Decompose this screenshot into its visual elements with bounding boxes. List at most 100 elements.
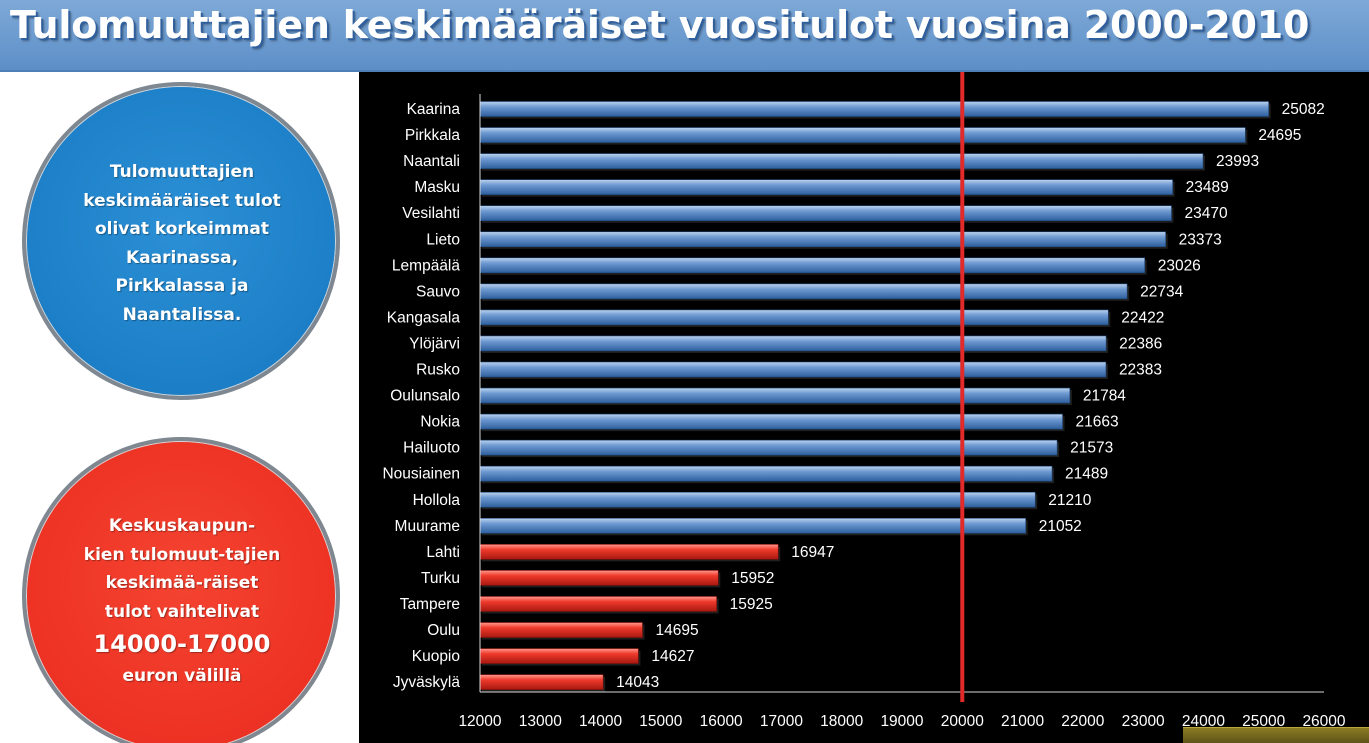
value-label: 23026: [1158, 257, 1201, 274]
x-tick-label: 20000: [941, 713, 984, 730]
value-label: 15925: [730, 596, 773, 613]
red-callout-text: Keskuskaupun- kien tulomuut-tajien keski…: [42, 512, 322, 691]
category-label: Lahti: [426, 544, 460, 561]
category-label: Hailuoto: [403, 440, 460, 457]
category-label: Turku: [421, 570, 460, 587]
value-label: 14043: [616, 674, 659, 691]
category-label: Kangasala: [387, 309, 461, 326]
value-label: 23993: [1216, 153, 1259, 170]
bar-kuopio: [479, 648, 639, 664]
category-label: Tampere: [400, 596, 460, 613]
callout-line: Keskuskaupun-: [108, 516, 256, 536]
category-label: Ylöjärvi: [409, 335, 460, 352]
bar-kaarina: [479, 101, 1269, 117]
bar-lahti: [479, 544, 779, 560]
category-label: Nokia: [420, 414, 460, 431]
value-label: 23470: [1184, 205, 1227, 222]
bar-sauvo: [479, 283, 1128, 300]
value-label: 21663: [1076, 414, 1119, 431]
value-label: 14695: [655, 622, 698, 639]
category-label: Lempäälä: [392, 257, 460, 274]
category-label: Jyväskylä: [393, 674, 461, 691]
page-title: Tulomuuttajien keskimääräiset vuositulot…: [10, 3, 1310, 47]
value-label: 22734: [1140, 283, 1183, 300]
value-label: 22422: [1121, 309, 1164, 326]
value-label: 23373: [1179, 231, 1222, 248]
value-label: 21573: [1070, 440, 1113, 457]
chart-area: Kaarina 25082 Pirkkala 24695 Naantali 23993 Ma…: [359, 72, 1369, 743]
bar-lieto: [479, 231, 1166, 248]
callout-line: keskimää-räiset: [105, 573, 259, 593]
value-label: 22383: [1119, 362, 1162, 379]
value-label: 21210: [1048, 492, 1091, 509]
category-label: Oulunsalo: [390, 388, 460, 405]
category-label: Naantali: [403, 153, 460, 170]
blue-callout-circle: [22, 82, 340, 400]
callout-line: kien tulomuut-tajien: [83, 544, 281, 565]
value-label: 25082: [1282, 101, 1325, 118]
callout-line: euron välillä: [122, 666, 242, 686]
x-tick-label: 18000: [820, 713, 863, 730]
category-label: Nousiainen: [382, 466, 460, 483]
bar-muurame: [479, 517, 1027, 534]
bar-oulu: [479, 622, 643, 638]
callout-line: Kaarinassa,: [125, 247, 239, 268]
x-tick-label: 12000: [458, 713, 501, 730]
callout-line: keskimääräiset tulot: [83, 190, 281, 211]
category-label: Oulu: [427, 622, 460, 639]
bar-nokia: [479, 413, 1063, 430]
category-label: Masku: [414, 179, 460, 196]
x-tick-label: 16000: [700, 713, 743, 730]
bar-hailuoto: [479, 439, 1058, 456]
x-tick-label: 14000: [579, 713, 622, 730]
bar-nousiainen: [479, 465, 1053, 482]
blue-callout-text: Tulomuuttajien keskimääräiset tulot oliv…: [42, 158, 322, 329]
category-label: Muurame: [395, 518, 460, 535]
bar-naantali: [479, 153, 1204, 169]
title-bar: Tulomuuttajien keskimääräiset vuositulot…: [0, 0, 1369, 72]
value-label: 22386: [1119, 335, 1162, 352]
value-label: 24695: [1258, 127, 1301, 144]
bar-masku: [479, 179, 1173, 195]
category-label: Lieto: [426, 231, 460, 248]
value-label: 14627: [651, 648, 694, 665]
bar-rusko: [479, 361, 1107, 378]
bar-pirkkala: [479, 127, 1246, 143]
x-tick-label: 22000: [1061, 713, 1104, 730]
bar-vesilahti: [479, 205, 1172, 221]
callout-line: olivat korkeimmat: [94, 219, 270, 239]
x-tick-label: 23000: [1122, 713, 1165, 730]
x-tick-label: 15000: [639, 713, 682, 730]
bar-lempäälä: [479, 257, 1146, 274]
red-callout-circle: [22, 437, 340, 743]
callout-line: Pirkkalassa ja: [115, 276, 249, 296]
bar-hollola: [479, 491, 1036, 508]
bar-turku: [479, 570, 719, 586]
bar-oulunsalo: [479, 387, 1071, 404]
category-label: Hollola: [413, 492, 461, 509]
callout-line: Naantalissa.: [122, 304, 242, 325]
bar-chart: Kaarina 25082 Pirkkala 24695 Naantali 23993 Ma…: [382, 72, 1346, 730]
category-label: Kaarina: [407, 101, 461, 118]
category-label: Kuopio: [412, 648, 460, 665]
x-tick-label: 25000: [1242, 713, 1285, 730]
x-tick-label: 21000: [1001, 713, 1044, 730]
callout-range: 14000-17000: [93, 630, 271, 658]
category-label: Sauvo: [416, 283, 460, 300]
bar-jyväskylä: [479, 674, 604, 690]
category-label: Vesilahti: [402, 205, 460, 222]
value-label: 21489: [1065, 466, 1108, 483]
x-tick-label: 26000: [1302, 713, 1345, 730]
category-label: Pirkkala: [405, 127, 461, 144]
value-label: 21052: [1039, 518, 1082, 535]
callout-line: Tulomuuttajien: [109, 162, 255, 182]
bar-kangasala: [479, 309, 1109, 326]
x-tick-label: 19000: [880, 713, 923, 730]
value-label: 23489: [1186, 179, 1229, 196]
category-label: Rusko: [416, 362, 460, 379]
x-tick-label: 13000: [519, 713, 562, 730]
bar-ylöjärvi: [479, 335, 1107, 352]
x-tick-label: 17000: [760, 713, 803, 730]
bar-tampere: [479, 596, 717, 612]
